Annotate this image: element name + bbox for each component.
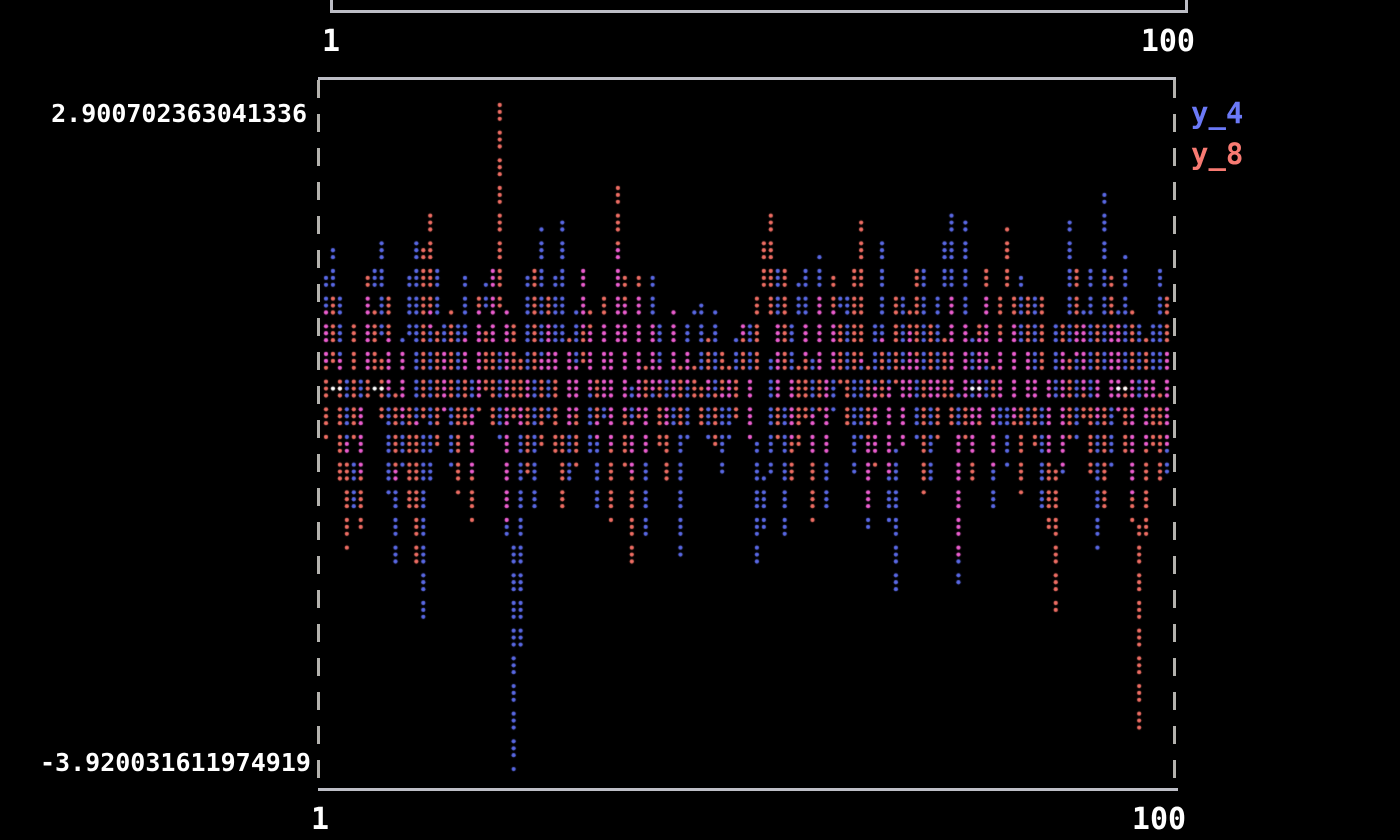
plot-bottom-border	[318, 788, 1178, 791]
y-min-label: -3.920031611974919	[40, 748, 311, 777]
upper-chart-left-tick	[330, 0, 333, 13]
legend-item-y4: y_4	[1191, 96, 1244, 130]
y-max-label: 2.900702363041336	[51, 99, 307, 128]
plot-top-border	[318, 77, 1176, 80]
x-max-label: 100	[1131, 802, 1187, 837]
upper-x-max-label: 100	[1140, 24, 1195, 59]
plot-left-border	[317, 80, 320, 788]
upper-chart-right-tick	[1185, 0, 1188, 13]
plot-right-border	[1173, 80, 1176, 788]
legend: y_4 y_8	[1191, 93, 1243, 175]
x-min-label: 1	[311, 802, 330, 837]
upper-x-min-label: 1	[322, 24, 341, 59]
upper-chart-bottom-border	[330, 10, 1188, 13]
legend-item-y8: y_8	[1191, 137, 1244, 171]
